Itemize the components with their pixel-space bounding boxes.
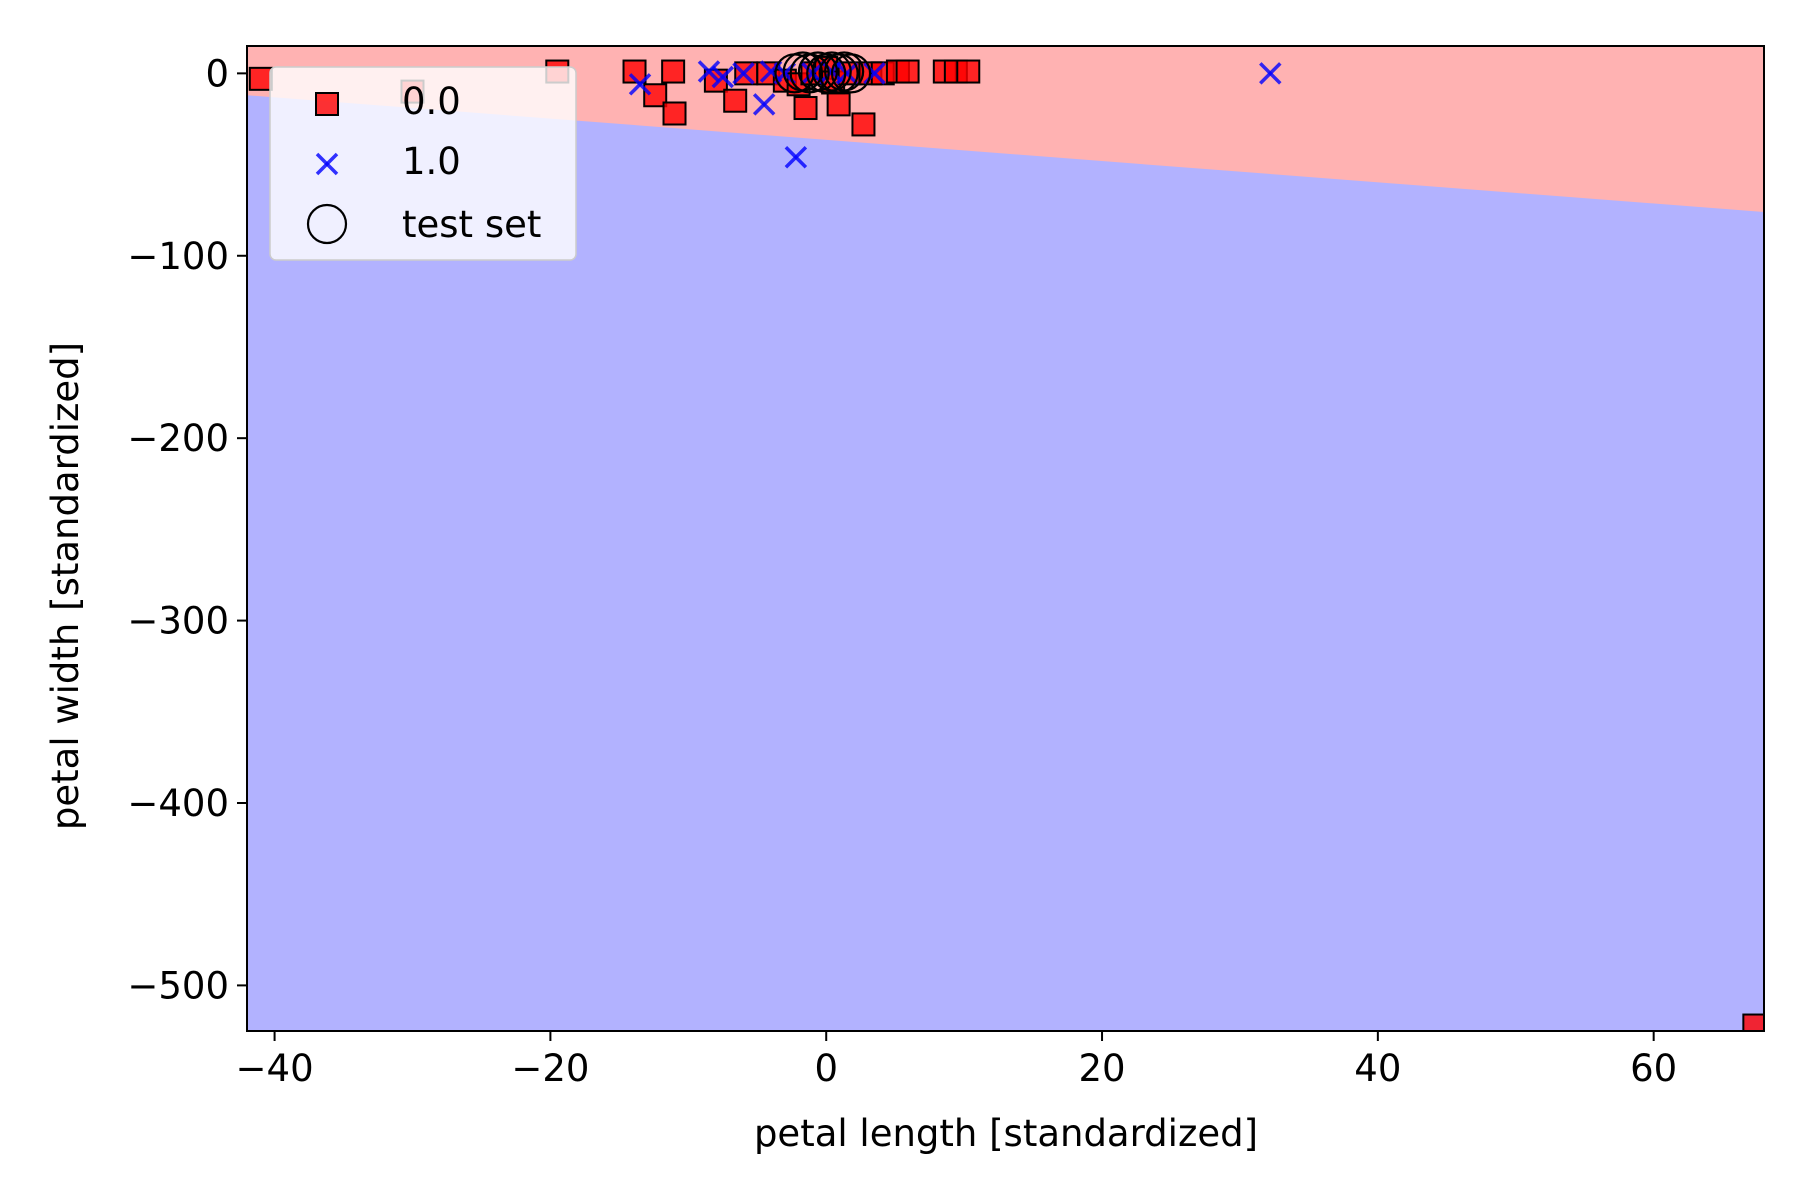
y-axis: 0 −100 −200 −300 −400 −500 [127,52,247,1007]
y-tick-label: −300 [127,600,229,643]
class-0-point [643,83,668,108]
legend-item: test set [306,203,541,246]
class-1-point-stroke [732,62,755,85]
class-1-point [784,146,808,169]
y-tick-label: −200 [127,417,229,460]
legend-label: 1.0 [402,140,461,183]
class-0-point [734,61,759,86]
class-1-point [732,62,755,85]
series-2 [774,51,872,94]
class-0-point [826,92,851,117]
class-1-point [1259,62,1282,85]
class-1-point-stroke [752,93,776,116]
legend: 0.0 1.0 test set [269,66,577,261]
y-tick-label: −100 [127,235,229,278]
legend-label: 0.0 [402,80,461,123]
class-0-point [851,112,876,137]
x-tick-label: −20 [511,1047,589,1090]
legend-x-icon-stroke [315,152,339,176]
x-tick-label: 40 [1354,1047,1401,1090]
x-tick-label: −40 [236,1047,314,1090]
x-tick-label: 20 [1078,1047,1125,1090]
class-1-point-stroke [711,65,735,89]
test-set-point [830,53,872,94]
y-tick-label: −500 [127,964,229,1007]
data-points [248,51,1764,1031]
region-class-0 [247,46,1764,212]
class-0-point [662,101,687,126]
class-1-point [628,73,652,96]
y-tick-label: −400 [127,782,229,825]
legend-item: 0.0 [315,80,461,123]
legend-square-icon [315,92,339,116]
class-1-point [835,62,859,85]
class-0-point [895,59,920,84]
class-1-point-stroke [697,60,721,83]
legend-box [269,66,577,261]
class-0-point [1742,1013,1764,1031]
y-tick-label: 0 [205,52,229,95]
class-1-point-stroke [628,73,652,96]
x-tick-label: 60 [1630,1047,1677,1090]
class-0-point [956,59,981,84]
class-0-point [622,59,647,84]
plot-frame [246,45,1765,1032]
x-axis: −40 −20 0 20 40 60 [236,1031,1677,1090]
x-tick-label: 0 [814,1047,838,1090]
class-1-point [752,93,776,116]
class-0-point [661,59,686,84]
class-1-point-stroke [784,146,808,169]
legend-item: 1.0 [315,140,461,183]
class-1-point [697,60,721,83]
y-axis-label: petal width [standardized] [44,342,87,830]
legend-x-icon [315,152,339,176]
class-0-point [793,96,818,121]
class-1-point-stroke [835,62,859,85]
x-axis-label: petal length [standardized] [754,1112,1258,1155]
class-1-point [711,65,735,89]
legend-label: test set [402,203,541,246]
class-1-point-stroke [1259,62,1282,85]
class-0-point [723,88,748,113]
legend-circle-icon [306,203,348,245]
class-0-point [248,66,273,91]
